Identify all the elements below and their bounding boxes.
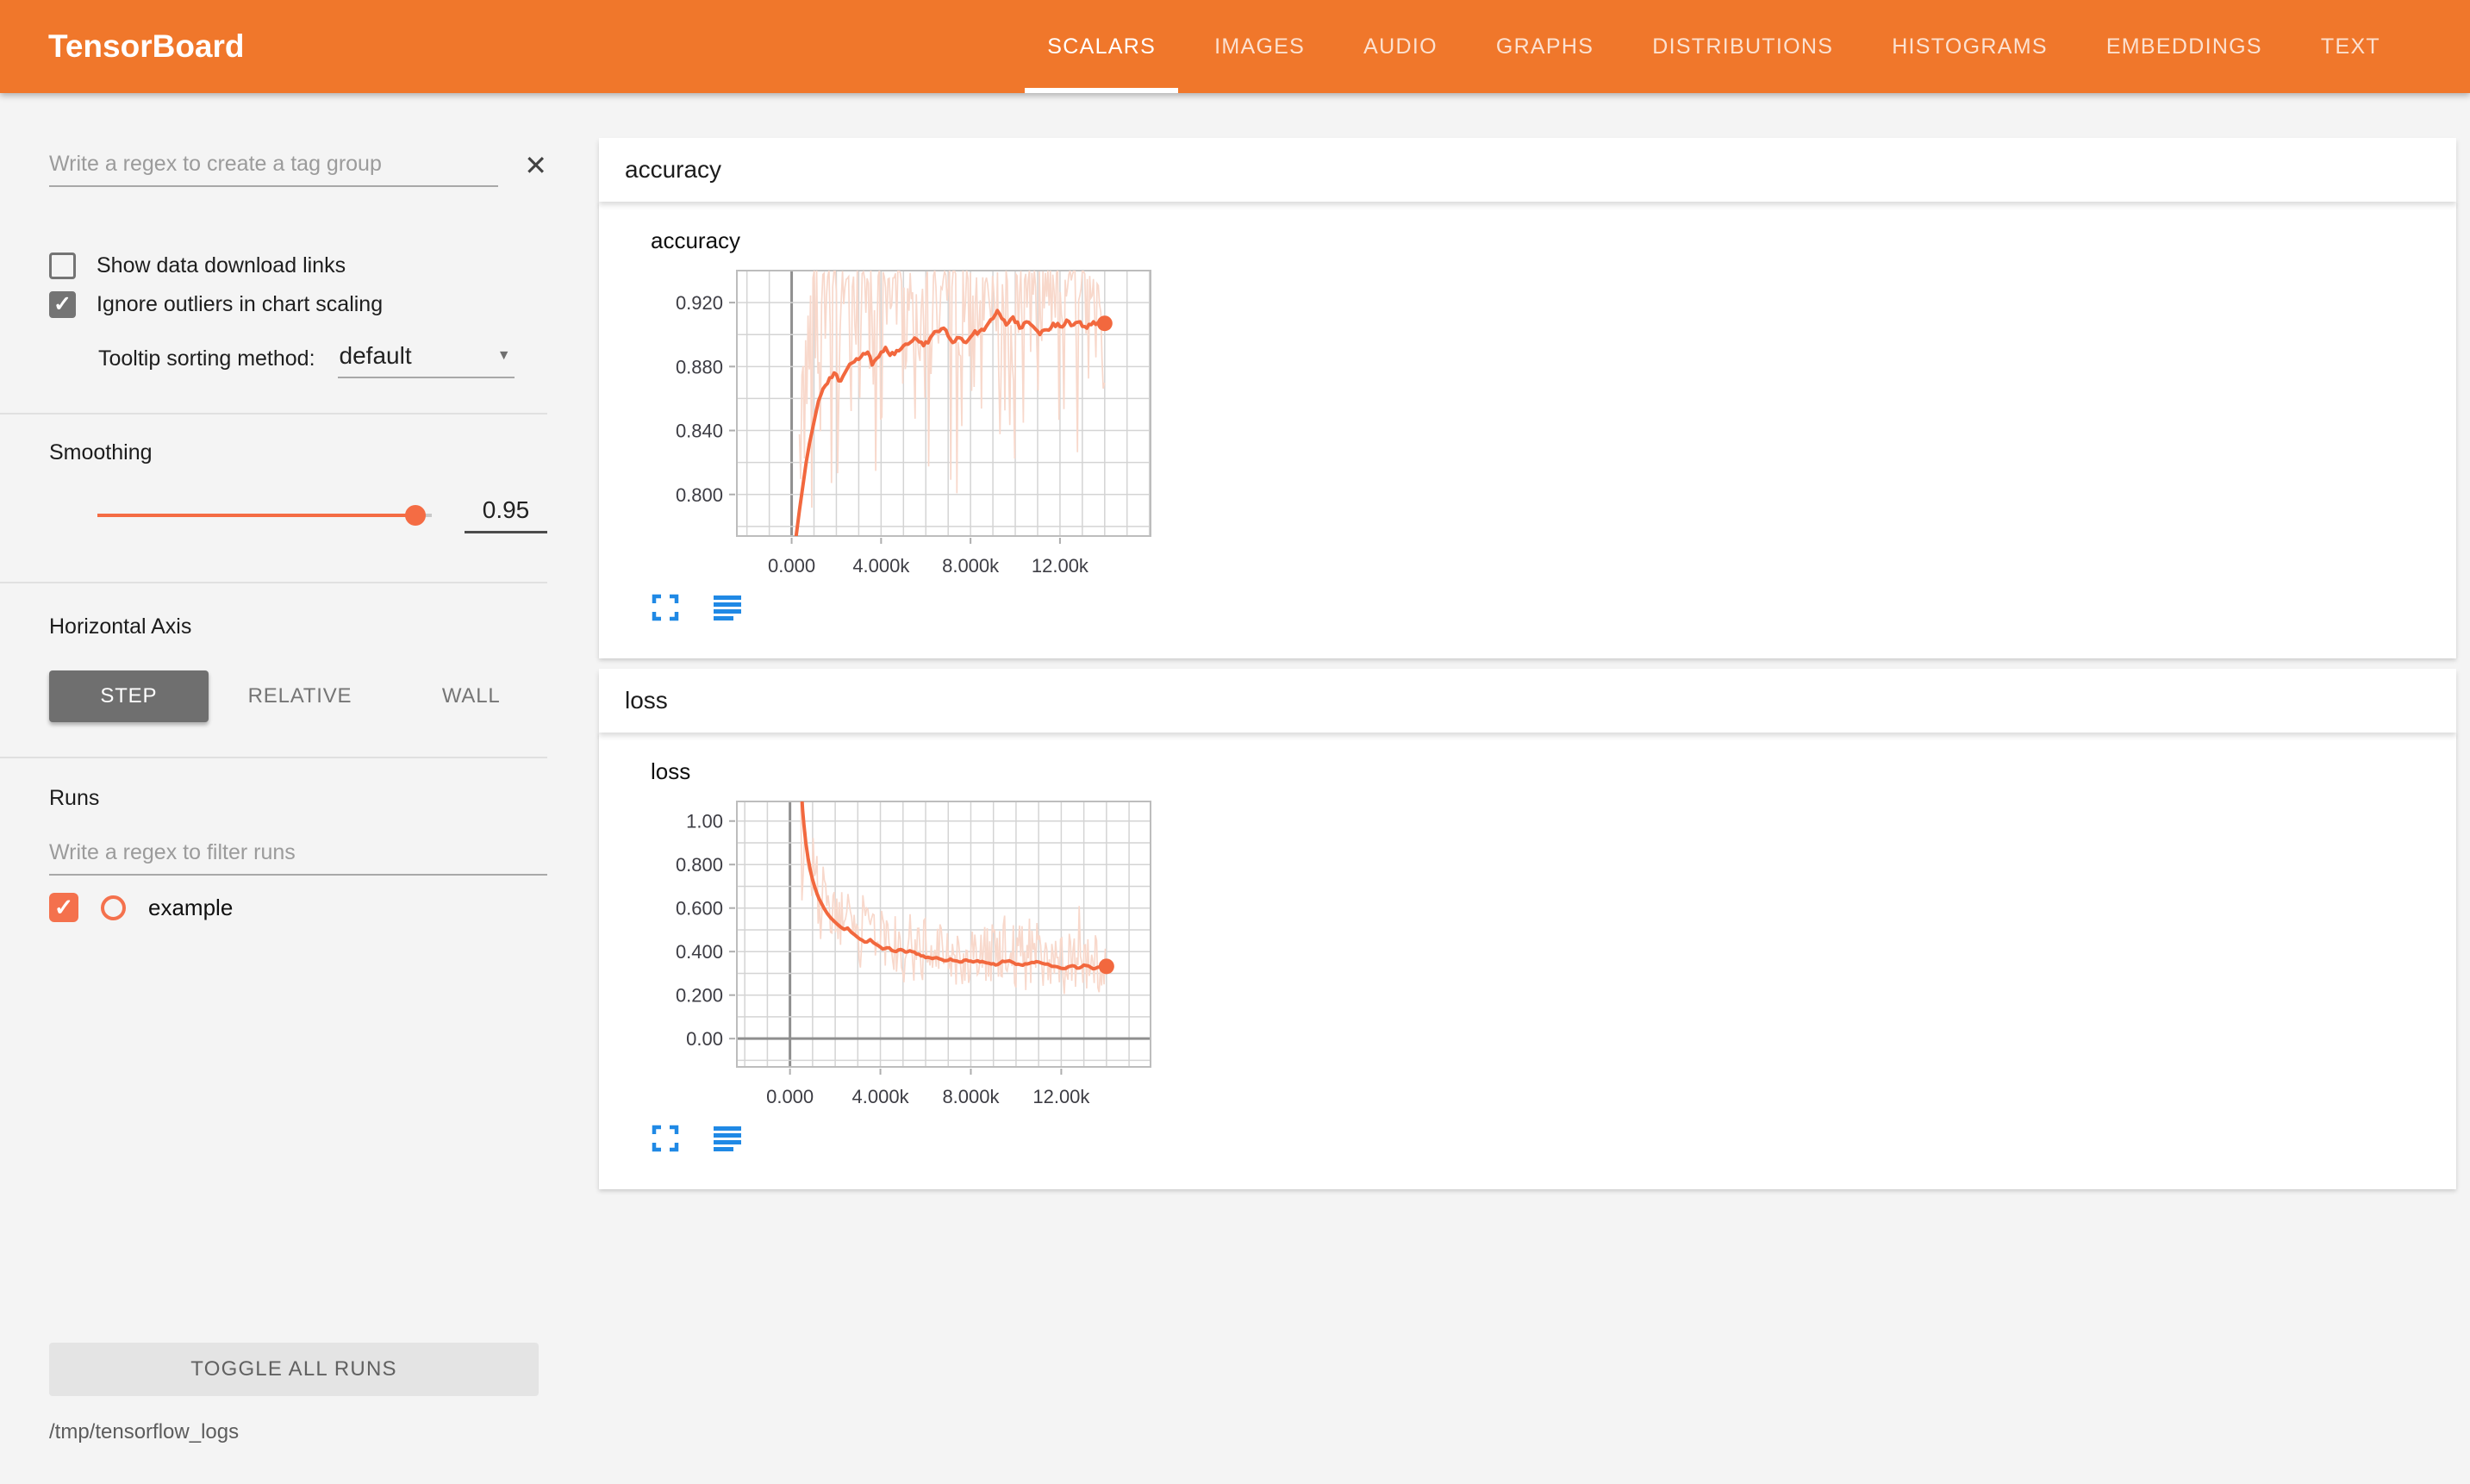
divider [0,413,547,415]
run-list-item: ✓ example [49,893,547,922]
check-icon: ✓ [53,292,72,316]
tab-scalars[interactable]: SCALARS [1018,0,1185,93]
axis-button-wall[interactable]: WALL [441,684,501,708]
chart-title: accuracy [651,228,741,253]
tag-group-header-loss[interactable]: loss [599,669,2456,733]
scalar-chart-loss[interactable]: 0.000 4.000k 8.000k 12.00k 0.00 0.200 0.400 0.6… [651,795,1189,1115]
checkbox-show-download-links[interactable] [49,253,76,279]
scalar-chart-accuracy[interactable]: 0.000 4.000k 8.000k 12.00k 0.800 0.840 0.880 0.… [651,264,1189,584]
horizontal-axis-label: Horizontal Axis [49,614,192,639]
divider [0,757,547,758]
tag-filter-row: ✕ [49,148,547,187]
svg-text:4.000k: 4.000k [852,1086,910,1107]
svg-text:0.880: 0.880 [676,356,723,377]
svg-text:1.00: 1.00 [686,811,723,832]
data-table-icon[interactable] [713,1124,742,1153]
tab-audio[interactable]: AUDIO [1363,34,1438,59]
svg-text:0.000: 0.000 [768,555,815,577]
tag-group-header-accuracy[interactable]: accuracy [599,138,2456,202]
run-label: example [148,894,234,920]
smoothing-slider-row: 0.95 [97,496,547,533]
svg-text:8.000k: 8.000k [942,555,1000,577]
svg-text:0.920: 0.920 [676,292,723,314]
checkbox-label: Show data download links [97,253,346,277]
checkbox-ignore-outliers-row[interactable]: ✓ Ignore outliers in chart scaling [49,291,547,318]
tooltip-sort-value: default [339,342,412,369]
tab-graphs[interactable]: GRAPHS [1495,34,1594,59]
tooltip-sort-row: Tooltip sorting method: default ▼ [98,342,547,378]
data-table-icon[interactable] [713,593,742,622]
smoothing-value-input[interactable]: 0.95 [465,496,547,533]
runs-label: Runs [49,786,100,810]
run-checkbox-example[interactable]: ✓ [49,893,78,922]
tag-group-accuracy: accuracy accuracy 0.000 4.000k 8.000k 12.00… [599,138,2456,658]
tag-group-loss: loss loss 0.000 4.000k 8.000k 12.00k 0.00 0.2… [599,669,2456,1189]
tab-histograms[interactable]: HISTOGRAMS [1892,34,2048,59]
tag-filter-input[interactable] [49,148,499,187]
caret-down-icon: ▼ [496,348,511,363]
close-icon[interactable]: ✕ [524,149,547,181]
slider-thumb[interactable] [404,504,426,526]
expand-chart-icon[interactable] [651,1124,680,1153]
sidebar: ✕ Show data download links ✓ Ignore outl… [0,93,599,1484]
tab-embeddings[interactable]: EMBEDDINGS [2105,34,2262,59]
toggle-all-runs-button[interactable]: TOGGLE ALL RUNS [49,1343,539,1396]
log-directory-path: /tmp/tensorflow_logs [49,1420,240,1443]
tooltip-sort-label: Tooltip sorting method: [98,346,315,371]
svg-text:4.000k: 4.000k [852,555,910,577]
svg-text:0.600: 0.600 [676,898,723,920]
chart-actions [651,593,2405,622]
checkbox-ignore-outliers[interactable]: ✓ [49,291,76,318]
axis-button-step[interactable]: STEP [49,670,209,722]
dashboard-content: accuracy accuracy 0.000 4.000k 8.000k 12.00… [599,138,2456,1200]
scalar-card-loss: loss 0.000 4.000k 8.000k 12.00k 0.00 0.200 0.4… [599,733,2456,1189]
svg-text:12.00k: 12.00k [1032,1086,1090,1107]
tab-distributions[interactable]: DISTRIBUTIONS [1652,34,1834,59]
svg-text:0.800: 0.800 [676,484,723,506]
chart-actions [651,1124,2405,1153]
svg-text:8.000k: 8.000k [942,1086,1000,1107]
horizontal-axis-buttons: STEP RELATIVE WALL [49,670,551,722]
tab-text[interactable]: TEXT [2320,34,2380,59]
smoothing-label: Smoothing [49,440,153,465]
checkbox-show-download-links-row[interactable]: Show data download links [49,253,547,279]
chart-title: loss [651,758,691,784]
tab-bar: SCALARS IMAGES AUDIO GRAPHS DISTRIBUTIONS HIS… [1018,0,2470,93]
run-isolate-radio[interactable] [101,895,126,920]
app-title: TensorBoard [48,28,245,64]
app-bar: TensorBoard SCALARS IMAGES AUDIO GRAPHS DIST… [0,0,2470,93]
run-filter-input[interactable] [49,837,547,876]
expand-chart-icon[interactable] [651,593,680,622]
svg-text:0.400: 0.400 [676,941,723,963]
tooltip-sort-dropdown[interactable]: default ▼ [337,342,515,378]
axis-button-relative[interactable]: RELATIVE [247,684,352,708]
slider-fill [97,513,415,517]
svg-text:0.200: 0.200 [676,985,723,1007]
svg-text:0.800: 0.800 [676,854,723,876]
svg-text:0.840: 0.840 [676,421,723,442]
svg-text:0.00: 0.00 [686,1028,723,1050]
tab-images[interactable]: IMAGES [1214,34,1306,59]
svg-text:0.000: 0.000 [766,1086,814,1107]
check-icon: ✓ [53,894,74,920]
divider [0,582,547,583]
svg-text:12.00k: 12.00k [1032,555,1089,577]
checkbox-label: Ignore outliers in chart scaling [97,292,384,316]
smoothing-slider[interactable] [97,504,432,526]
scalar-card-accuracy: accuracy 0.000 4.000k 8.000k 12.00k 0.800 0.8… [599,202,2456,658]
